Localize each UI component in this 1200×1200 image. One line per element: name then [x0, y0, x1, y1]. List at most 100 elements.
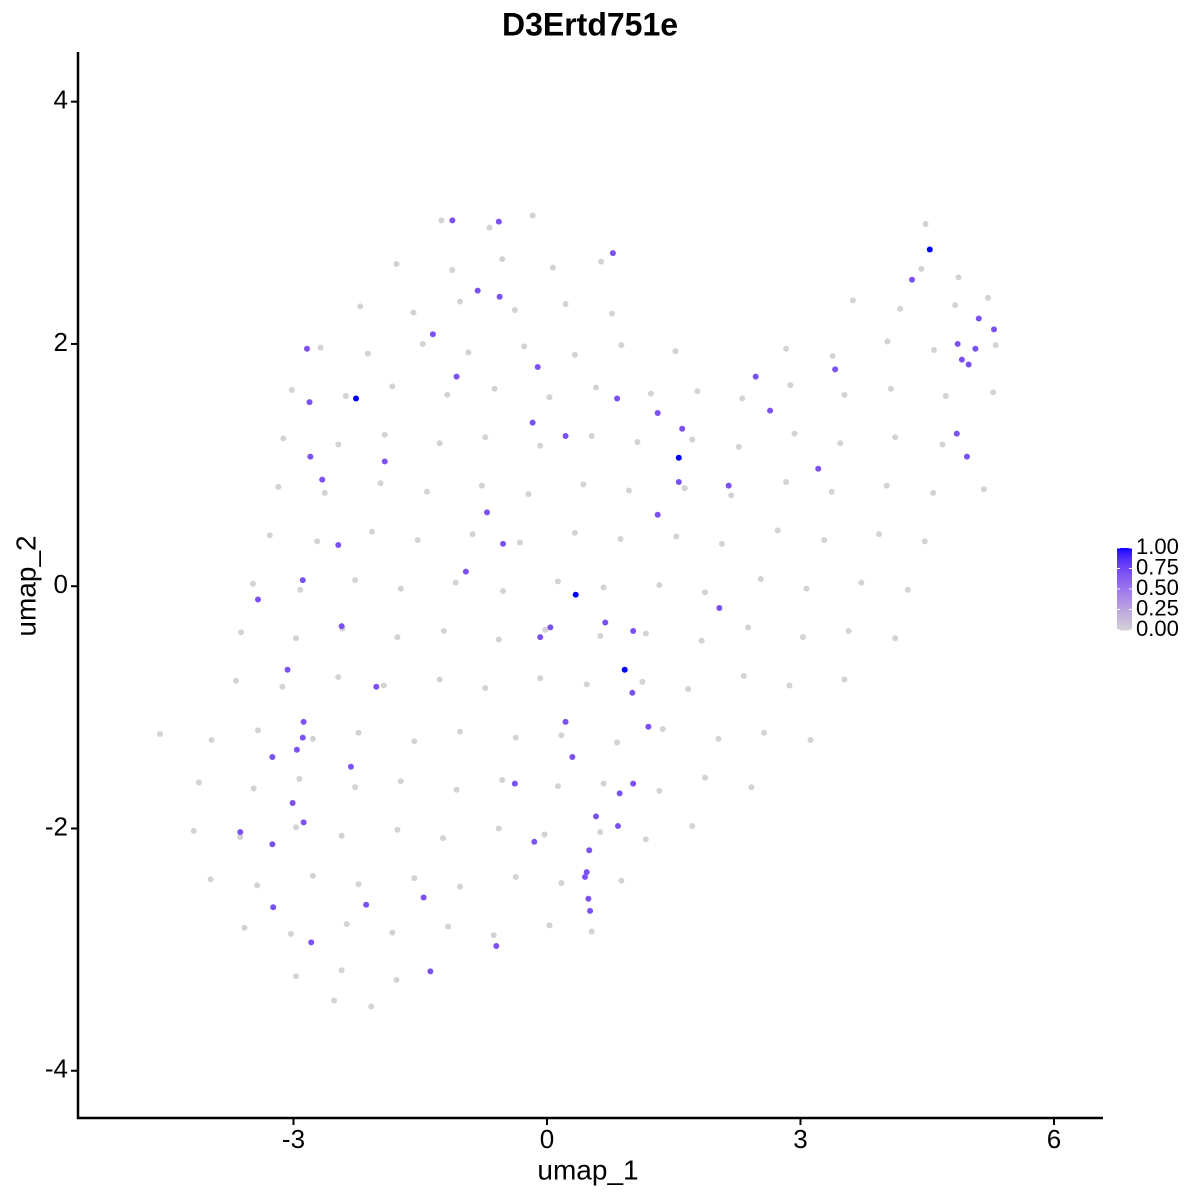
point: [541, 831, 548, 838]
legend-label: 0.75: [1136, 554, 1179, 579]
point: [617, 535, 624, 542]
legend-label: 0.25: [1136, 595, 1179, 620]
point: [190, 827, 197, 834]
legend-gradient: [1117, 566, 1132, 569]
point: [486, 224, 493, 231]
legend-gradient: [1117, 556, 1132, 559]
point: [975, 315, 982, 322]
point: [355, 881, 362, 888]
point: [237, 829, 244, 836]
point: [614, 739, 621, 746]
point: [353, 395, 360, 402]
point: [449, 267, 456, 274]
point: [266, 532, 273, 539]
point: [456, 883, 463, 890]
point: [892, 434, 899, 441]
point: [369, 528, 376, 535]
point: [694, 388, 701, 395]
point: [393, 260, 400, 267]
legend-gradient: [1117, 578, 1132, 582]
legend-gradient: [1117, 582, 1132, 586]
point: [939, 441, 946, 448]
point: [529, 212, 536, 219]
point: [335, 441, 342, 448]
point: [659, 726, 666, 733]
point: [381, 431, 388, 438]
point: [496, 293, 503, 300]
point: [309, 735, 316, 742]
point: [456, 728, 463, 735]
point: [414, 537, 421, 544]
point: [926, 246, 933, 253]
point: [449, 217, 456, 224]
chart-title: D3Ertd751e: [502, 6, 678, 42]
point: [499, 256, 506, 263]
legend-gradient: [1117, 568, 1132, 572]
point: [537, 442, 544, 449]
point: [342, 393, 349, 400]
point: [583, 681, 590, 688]
point: [482, 684, 489, 691]
point: [656, 787, 663, 794]
point: [990, 326, 997, 333]
point: [832, 366, 839, 373]
point: [787, 382, 794, 389]
point: [462, 568, 469, 575]
point: [319, 476, 326, 483]
point: [642, 836, 649, 843]
point: [296, 775, 303, 782]
point: [609, 310, 616, 317]
point: [410, 309, 417, 316]
legend-gradient: [1117, 597, 1132, 600]
point: [534, 363, 541, 370]
point: [380, 682, 387, 689]
legend-gradient: [1117, 560, 1132, 563]
legend-label: 0.00: [1136, 616, 1179, 641]
point: [420, 894, 427, 901]
point: [297, 586, 304, 593]
legend-gradient: [1117, 615, 1132, 619]
point: [586, 847, 593, 854]
point: [909, 276, 916, 283]
point: [269, 754, 276, 761]
legend-gradient: [1117, 607, 1132, 610]
point: [600, 584, 607, 591]
legend-gradient: [1117, 599, 1132, 602]
point: [377, 480, 384, 487]
point: [992, 342, 999, 349]
point: [954, 340, 961, 347]
point: [306, 399, 313, 406]
point: [397, 778, 404, 785]
point: [837, 440, 844, 447]
point: [546, 922, 553, 929]
point: [562, 433, 569, 440]
point: [715, 735, 722, 742]
point: [440, 628, 447, 635]
point: [516, 539, 523, 546]
point: [343, 921, 350, 928]
point: [930, 346, 937, 353]
point: [303, 345, 310, 352]
x-tick-label: 3: [793, 1124, 807, 1154]
point: [347, 763, 354, 770]
point: [238, 629, 245, 636]
point: [807, 737, 814, 744]
point: [474, 287, 481, 294]
point: [381, 458, 388, 465]
point: [630, 780, 637, 787]
point: [293, 746, 300, 753]
point: [554, 578, 561, 585]
legend-label: 1.00: [1136, 534, 1179, 559]
point: [985, 294, 992, 301]
legend-gradient: [1117, 570, 1132, 574]
point: [614, 395, 621, 402]
point: [958, 356, 965, 363]
point: [478, 482, 485, 489]
point: [786, 682, 793, 689]
point: [757, 575, 764, 582]
point: [791, 430, 798, 437]
legend-gradient: [1117, 562, 1132, 565]
legend-gradient: [1117, 586, 1132, 590]
point: [739, 395, 746, 402]
point: [672, 348, 679, 355]
